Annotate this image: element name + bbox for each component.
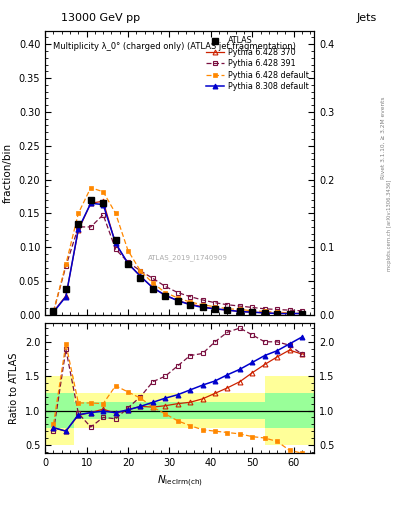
Text: Multiplicity λ_0° (charged only) (ATLAS jet fragmentation): Multiplicity λ_0° (charged only) (ATLAS … xyxy=(53,42,296,51)
Text: ATLAS_2019_I1740909: ATLAS_2019_I1740909 xyxy=(148,254,228,262)
Legend: ATLAS, Pythia 6.428 370, Pythia 6.428 391, Pythia 6.428 default, Pythia 8.308 de: ATLAS, Pythia 6.428 370, Pythia 6.428 39… xyxy=(203,33,312,94)
Y-axis label: fraction/bin: fraction/bin xyxy=(3,143,13,203)
Y-axis label: Ratio to ATLAS: Ratio to ATLAS xyxy=(9,352,19,423)
Text: 13000 GeV pp: 13000 GeV pp xyxy=(61,13,140,23)
Text: Rivet 3.1.10, ≥ 3.2M events: Rivet 3.1.10, ≥ 3.2M events xyxy=(381,97,386,180)
X-axis label: $N_{\rm leclrm(ch)}$: $N_{\rm leclrm(ch)}$ xyxy=(157,474,203,489)
Text: mcplots.cern.ch [arXiv:1306.3436]: mcplots.cern.ch [arXiv:1306.3436] xyxy=(387,180,391,271)
Text: Jets: Jets xyxy=(357,13,377,23)
